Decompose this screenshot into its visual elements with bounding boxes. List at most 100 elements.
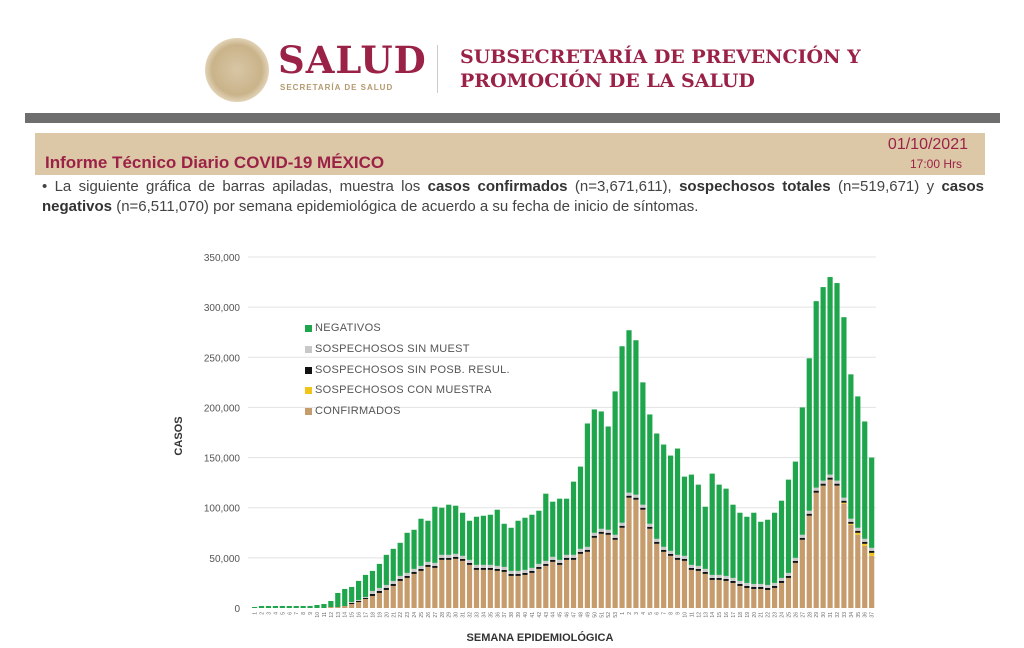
bar-sin_muest	[862, 538, 868, 542]
bar-negativos	[619, 346, 625, 523]
mexico-seal-logo	[205, 38, 269, 102]
bar-negativos	[855, 396, 861, 528]
bar-confirmados	[605, 534, 611, 608]
bar-stack	[619, 346, 625, 608]
bar-stack	[362, 574, 369, 608]
bar-negativos	[716, 484, 722, 575]
bar-sin_posb	[626, 495, 632, 498]
legend-swatch	[305, 324, 312, 332]
bar-stack	[390, 548, 396, 608]
bar-negativos	[404, 532, 410, 573]
bar-sin_posb	[619, 525, 625, 528]
bar-stack	[404, 532, 410, 608]
x-tick-label: 2	[627, 612, 633, 615]
bar-negativos	[647, 414, 653, 524]
bar-sin_posb	[709, 577, 715, 580]
bar-negativos	[314, 604, 320, 608]
bar-sin_posb	[543, 563, 549, 566]
bar-negativos	[349, 586, 355, 602]
bar-confirmados	[425, 566, 431, 608]
bar-stack	[307, 605, 313, 608]
bar-negativos	[411, 529, 417, 569]
bar-stack	[744, 516, 750, 608]
bar-sin_posb	[446, 557, 452, 560]
bar-stack	[453, 505, 459, 608]
x-tick-label: 35	[488, 612, 494, 618]
bar-stack	[522, 517, 528, 608]
bar-stack	[640, 382, 646, 608]
bar-negativos	[744, 516, 750, 583]
bar-negativos	[792, 461, 798, 558]
bar-sin_muest	[356, 599, 362, 601]
bar-stack	[446, 504, 452, 608]
bar-confirmados	[557, 564, 563, 608]
x-tick-label: 9	[676, 612, 682, 615]
x-tick-label: 42	[537, 612, 543, 618]
bar-sin_muest	[584, 546, 590, 550]
desc-bold-sospechosos: sospechosos totales	[679, 178, 831, 195]
bar-stack	[425, 520, 431, 608]
bar-stack	[508, 527, 514, 608]
bar-stack	[598, 411, 604, 608]
bar-confirmados	[841, 503, 847, 608]
bar-negativos	[778, 500, 785, 578]
bar-sin_posb	[827, 477, 833, 480]
bar-sin_muest	[349, 601, 355, 603]
bar-confirmados	[508, 575, 514, 608]
bar-confirmados	[862, 545, 868, 608]
x-tick-label: 17	[731, 612, 737, 618]
bar-negativos	[702, 506, 708, 569]
bar-stack	[778, 500, 785, 608]
bar-stack	[730, 504, 736, 608]
bar-confirmados	[765, 589, 771, 608]
bar-negativos	[460, 512, 466, 556]
bar-stack	[342, 588, 348, 608]
bar-sin_muest	[522, 569, 528, 573]
bar-stack	[349, 586, 355, 608]
bar-negativos	[466, 520, 473, 560]
legend-item-sin_posb: SOSPECHOSOS SIN POSB. RESUL.	[305, 364, 510, 376]
bar-sin_posb	[362, 597, 369, 599]
x-tick-label: 3	[634, 612, 640, 615]
bar-stack	[473, 516, 480, 608]
bar-negativos	[799, 407, 805, 535]
report-title: Informe Técnico Diario COVID-19 MÉXICO	[45, 153, 385, 172]
bar-sin_muest	[626, 492, 632, 496]
bar-confirmados	[328, 606, 334, 608]
bar-sin_posb	[390, 583, 396, 586]
bar-negativos	[681, 476, 688, 556]
bar-confirmados	[612, 539, 618, 608]
bar-sin_posb	[487, 567, 493, 570]
bar-stack	[855, 396, 861, 608]
bar-negativos	[418, 518, 424, 566]
title-band	[35, 133, 985, 175]
bar-sin_posb	[397, 578, 403, 581]
x-tick-label: 47	[572, 612, 578, 618]
bar-confirmados	[855, 534, 861, 608]
bar-sin_posb	[494, 568, 500, 571]
bar-con_muestra	[841, 502, 847, 504]
bar-sin_posb	[356, 600, 362, 602]
bar-sin_posb	[744, 585, 750, 588]
bar-negativos	[827, 277, 833, 475]
bar-negativos	[390, 548, 396, 581]
y-axis-label: CASOS	[173, 416, 185, 455]
x-tick-label: 23	[405, 612, 411, 618]
x-tick-label: 10	[315, 612, 321, 618]
y-tick-label: 100,000	[204, 504, 241, 515]
bar-confirmados	[466, 564, 473, 608]
bar-con_muestra	[848, 523, 854, 525]
x-tick-label: 21	[759, 612, 765, 618]
bar-confirmados	[820, 485, 826, 608]
legend-swatch	[305, 407, 312, 415]
x-tick-label: 53	[613, 612, 619, 618]
bar-stack	[550, 501, 556, 608]
bar-sin_posb	[605, 532, 611, 535]
bar-confirmados	[376, 592, 382, 608]
bar-sin_posb	[508, 573, 514, 576]
bar-sin_posb	[425, 564, 431, 567]
bar-sin_muest	[494, 565, 500, 569]
bar-stack	[612, 391, 618, 608]
bar-confirmados	[591, 537, 597, 608]
bar-sin_posb	[536, 566, 542, 569]
